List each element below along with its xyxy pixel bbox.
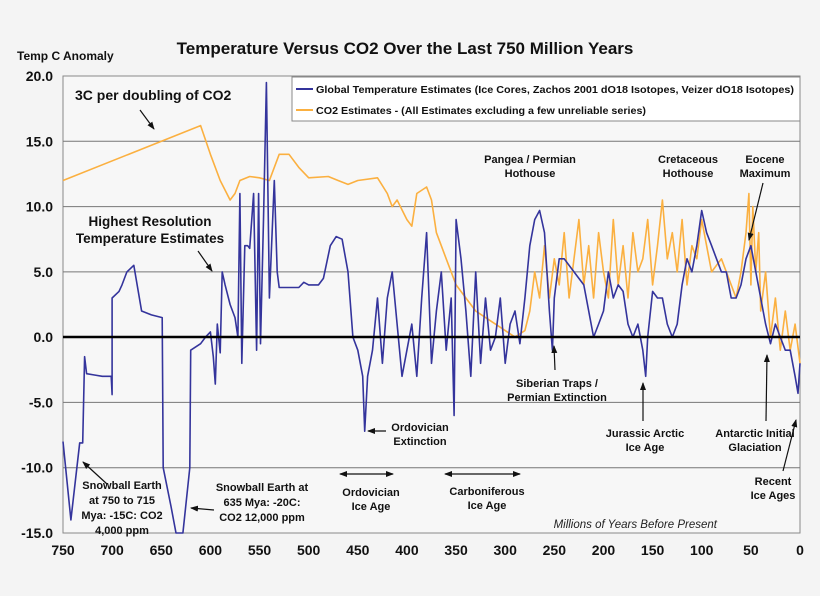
annotation-arrow [82,461,108,485]
temperature-series-line [62,81,801,534]
annotation-arrow [782,419,798,472]
annotation-text: 635 Mya: -20C: [223,497,300,509]
x-tick-label: 300 [494,542,518,558]
plot-area [62,75,801,534]
annotation-text: Ordovician [342,487,400,499]
x-axis-label: Millions of Years Before Present [554,519,718,531]
x-tick-label: 200 [592,542,616,558]
y-tick-label: -10.0 [21,460,53,476]
x-tick-label: 750 [51,542,75,558]
y-tick-label: 0.0 [34,329,54,345]
annotation-text: Recent [755,476,792,488]
y-axis-label: Temp C Anomaly [17,49,114,63]
annotation-text: Antarctic Initial [715,428,794,440]
x-tick-label: 100 [690,542,714,558]
annotation-text: Snowball Earth [82,480,162,492]
annotation-text: Carboniferous [449,486,524,498]
legend-label-co2: CO2 Estimates - (All Estimates excluding… [316,105,646,117]
annotation-text: Extinction [393,436,446,448]
annotation-recent-ice-ages: Recent Ice Ages [751,419,798,502]
annotation-pangea: Pangea / Permian Hothouse [484,154,576,180]
y-tick-label: 5.0 [34,264,54,280]
y-tick-label: -15.0 [21,525,53,541]
annotation-highest-resolution: Highest Resolution Temperature Estimates [76,214,224,272]
x-tick-label: 650 [150,542,174,558]
x-tick-label: 0 [796,542,804,558]
x-tick-label: 600 [199,542,223,558]
annotation-text: Ice Age [468,500,507,512]
annotation-text: Pangea / Permian [484,154,576,166]
annotation-siberian-traps: Siberian Traps / Permian Extinction [507,345,607,404]
annotation-text: Ice Age [352,501,391,513]
annotation-ordovician-extinction: Ordovician Extinction [367,422,449,448]
x-tick-label: 450 [346,542,370,558]
annotation-text: Highest Resolution [88,214,211,229]
x-tick-label: 400 [395,542,419,558]
y-tick-label: 20.0 [26,68,53,84]
x-tick-label: 550 [248,542,272,558]
annotation-arrow [551,345,558,371]
annotation-text: Eocene [745,154,784,166]
annotation-ordovician-ice-age: Ordovician Ice Age [339,471,400,513]
x-tick-label: 500 [297,542,321,558]
annotation-text: Hothouse [505,168,556,180]
annotation-antarctic: Antarctic Initial Glaciation [715,354,795,454]
annotation-text: Cretaceous [658,154,718,166]
legend-label-temperature: Global Temperature Estimates (Ice Cores,… [316,84,794,96]
chart-title: Temperature Versus CO2 Over the Last 750… [177,39,634,58]
co2-series-line [62,124,801,364]
annotation-text: Ice Age [626,442,665,454]
annotation-text: Siberian Traps / [516,378,598,390]
y-tick-label: -5.0 [29,394,53,410]
y-tick-label: 10.0 [26,199,53,215]
annotation-eocene: Eocene Maximum [740,154,791,241]
annotation-text: CO2 12,000 ppm [219,512,305,524]
annotation-arrow [763,354,770,422]
annotation-text: Permian Extinction [507,392,607,404]
annotation-jurassic: Jurassic Arctic Ice Age [606,382,684,454]
x-tick-label: 150 [641,542,665,558]
annotation-snowball-750: Snowball Earth at 750 to 715 Mya: -15C: CO… [81,461,163,537]
annotation-text: Temperature Estimates [76,231,224,246]
annotation-text: at 750 to 715 [89,495,155,507]
legend: Global Temperature Estimates (Ice Cores,… [291,76,801,122]
annotation-arrow [139,109,155,130]
annotation-text: Hothouse [663,168,714,180]
annotation-text: Ice Ages [751,490,796,502]
annotation-text: Snowball Earth at [216,482,309,494]
annotation-text: Glaciation [728,442,781,454]
annotation-text: Mya: -15C: CO2 [81,510,162,522]
annotation-text: Jurassic Arctic [606,428,684,440]
annotation-text: Maximum [740,168,791,180]
x-tick-label: 350 [444,542,468,558]
annotation-text: 3C per doubling of CO2 [75,87,232,103]
annotation-cretaceous: Cretaceous Hothouse [658,154,718,180]
annotation-co2-sensitivity: 3C per doubling of CO2 [75,87,232,130]
annotation-arrow [197,250,213,272]
annotation-snowball-635: Snowball Earth at 635 Mya: -20C: CO2 12,00… [190,482,309,524]
x-tick-label: 700 [100,542,124,558]
annotation-carboniferous-ice-age: Carboniferous Ice Age [444,471,525,512]
annotation-text: 4,000 ppm [95,525,149,537]
annotation-text: Ordovician [391,422,449,434]
y-tick-label: 15.0 [26,133,53,149]
annotation-arrow [747,182,764,241]
x-tick-label: 50 [743,542,759,558]
annotation-arrow [190,505,215,512]
x-tick-label: 250 [543,542,567,558]
